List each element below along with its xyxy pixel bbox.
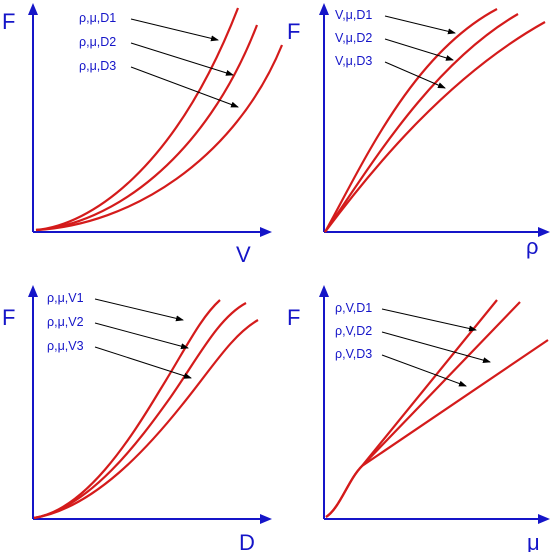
curve-label-3: ρ,μ,V3	[47, 339, 84, 353]
panel-f-vs-rho: F ρ V,μ,D1 V,μ,D2 V,μ,D3	[287, 3, 550, 259]
pointer-arrow-1	[94, 298, 184, 322]
curve-label-1: ρ,μ,V1	[47, 291, 84, 305]
pointer-arrow-1	[384, 15, 456, 35]
pointer-arrow-3	[130, 66, 239, 108]
pointer-arrow-3	[384, 61, 446, 89]
curve-label-2: ρ,μ,D2	[79, 35, 116, 49]
curve-label-1: ρ,V,D1	[335, 301, 372, 315]
curve-1	[35, 7, 240, 232]
pointer-arrow-2	[384, 38, 454, 61]
y-axis-label: F	[2, 305, 15, 330]
curve-label-1: ρ,μ,D1	[79, 11, 116, 25]
curve-label-2: V,μ,D2	[335, 31, 372, 45]
x-axis-arrow-icon	[260, 514, 272, 524]
curve-2	[324, 13, 519, 233]
pointer-arrow-3	[381, 354, 467, 387]
panel-f-vs-d: F D ρ,μ,V1 ρ,μ,V2 ρ,μ,V3	[2, 285, 272, 552]
y-axis-label: F	[2, 9, 15, 34]
curve-label-3: V,μ,D3	[335, 54, 372, 68]
y-axis-arrow-icon	[28, 285, 38, 297]
curve-label-3: ρ,V,D3	[335, 347, 372, 361]
curve-1	[324, 8, 498, 233]
panel-f-vs-v: F V ρ,μ,D1 ρ,μ,D2 ρ,μ,D3	[2, 3, 284, 267]
x-axis-label: μ	[527, 530, 540, 552]
x-axis-arrow-icon	[260, 227, 272, 237]
x-axis-arrow-icon	[538, 514, 550, 524]
x-axis-label: D	[239, 530, 255, 552]
pointer-arrow-2	[381, 331, 491, 364]
curve-3	[324, 21, 546, 233]
y-axis-label: F	[287, 305, 300, 330]
y-axis-label: F	[287, 19, 300, 44]
pointer-arrow-2	[94, 322, 189, 350]
curve-1	[33, 299, 221, 520]
curve-3	[325, 339, 549, 518]
y-axis-arrow-icon	[28, 3, 38, 15]
curve-label-1: V,μ,D1	[335, 8, 372, 22]
curve-3	[35, 44, 284, 232]
panel-f-vs-mu: F μ ρ,V,D1 ρ,V,D2 ρ,V,D3	[287, 285, 550, 552]
curve-2	[33, 302, 247, 520]
curve-2	[35, 24, 259, 232]
y-axis-arrow-icon	[319, 285, 329, 297]
pointer-arrow-3	[94, 346, 192, 379]
curve-label-2: ρ,μ,V2	[47, 315, 84, 329]
x-axis-arrow-icon	[538, 227, 550, 237]
x-axis-label: V	[236, 242, 251, 267]
x-axis-label: ρ	[526, 234, 539, 259]
pointer-arrow-2	[130, 42, 234, 76]
y-axis-arrow-icon	[319, 3, 329, 15]
curve-label-2: ρ,V,D2	[335, 324, 372, 338]
curve-3	[33, 319, 259, 520]
pointer-arrow-1	[381, 308, 477, 332]
pointer-arrow-1	[130, 18, 219, 42]
curve-label-3: ρ,μ,D3	[79, 59, 116, 73]
